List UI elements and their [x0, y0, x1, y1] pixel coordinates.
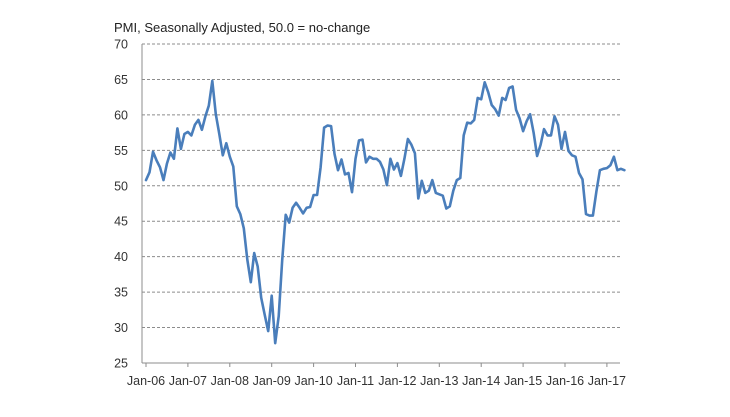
y-tick-label: 70: [114, 38, 128, 52]
x-tick-label: Jan-09: [253, 374, 291, 388]
y-tick-label: 45: [114, 215, 128, 229]
x-tick-label: Jan-17: [588, 374, 626, 388]
x-tick-label: Jan-07: [169, 374, 207, 388]
x-tick-label: Jan-13: [420, 374, 458, 388]
y-tick-label: 65: [114, 73, 128, 87]
x-tick-label: Jan-08: [211, 374, 249, 388]
y-tick-label: 25: [114, 357, 128, 371]
x-tick-label: Jan-15: [504, 374, 542, 388]
series-line-1: [144, 79, 626, 345]
y-tick-label: 30: [114, 321, 128, 335]
y-tick-label: 35: [114, 286, 128, 300]
x-tick-label: Jan-10: [294, 374, 332, 388]
y-tick-label: 50: [114, 179, 128, 193]
chart-subtitle: PMI, Seasonally Adjusted, 50.0 = no-chan…: [114, 20, 370, 35]
x-tick-label: Jan-16: [546, 374, 584, 388]
x-axis: [141, 44, 620, 367]
x-tick-label: Jan-14: [462, 374, 500, 388]
x-tick-label: Jan-11: [337, 374, 374, 388]
y-tick-label: 55: [114, 144, 128, 158]
y-axis-tick-labels: 25 30 35 40 45 50 55 60 65 70: [114, 38, 128, 371]
series-group: [144, 79, 626, 345]
x-tick-label: Jan-06: [127, 374, 165, 388]
y-tick-label: 60: [114, 108, 128, 122]
x-tick-label: Jan-12: [378, 374, 416, 388]
x-axis-tick-labels: Jan-06 Jan-07 Jan-08 Jan-09 Jan-10 Jan-11 Jan-…: [127, 374, 626, 388]
y-tick-label: 40: [114, 250, 128, 264]
